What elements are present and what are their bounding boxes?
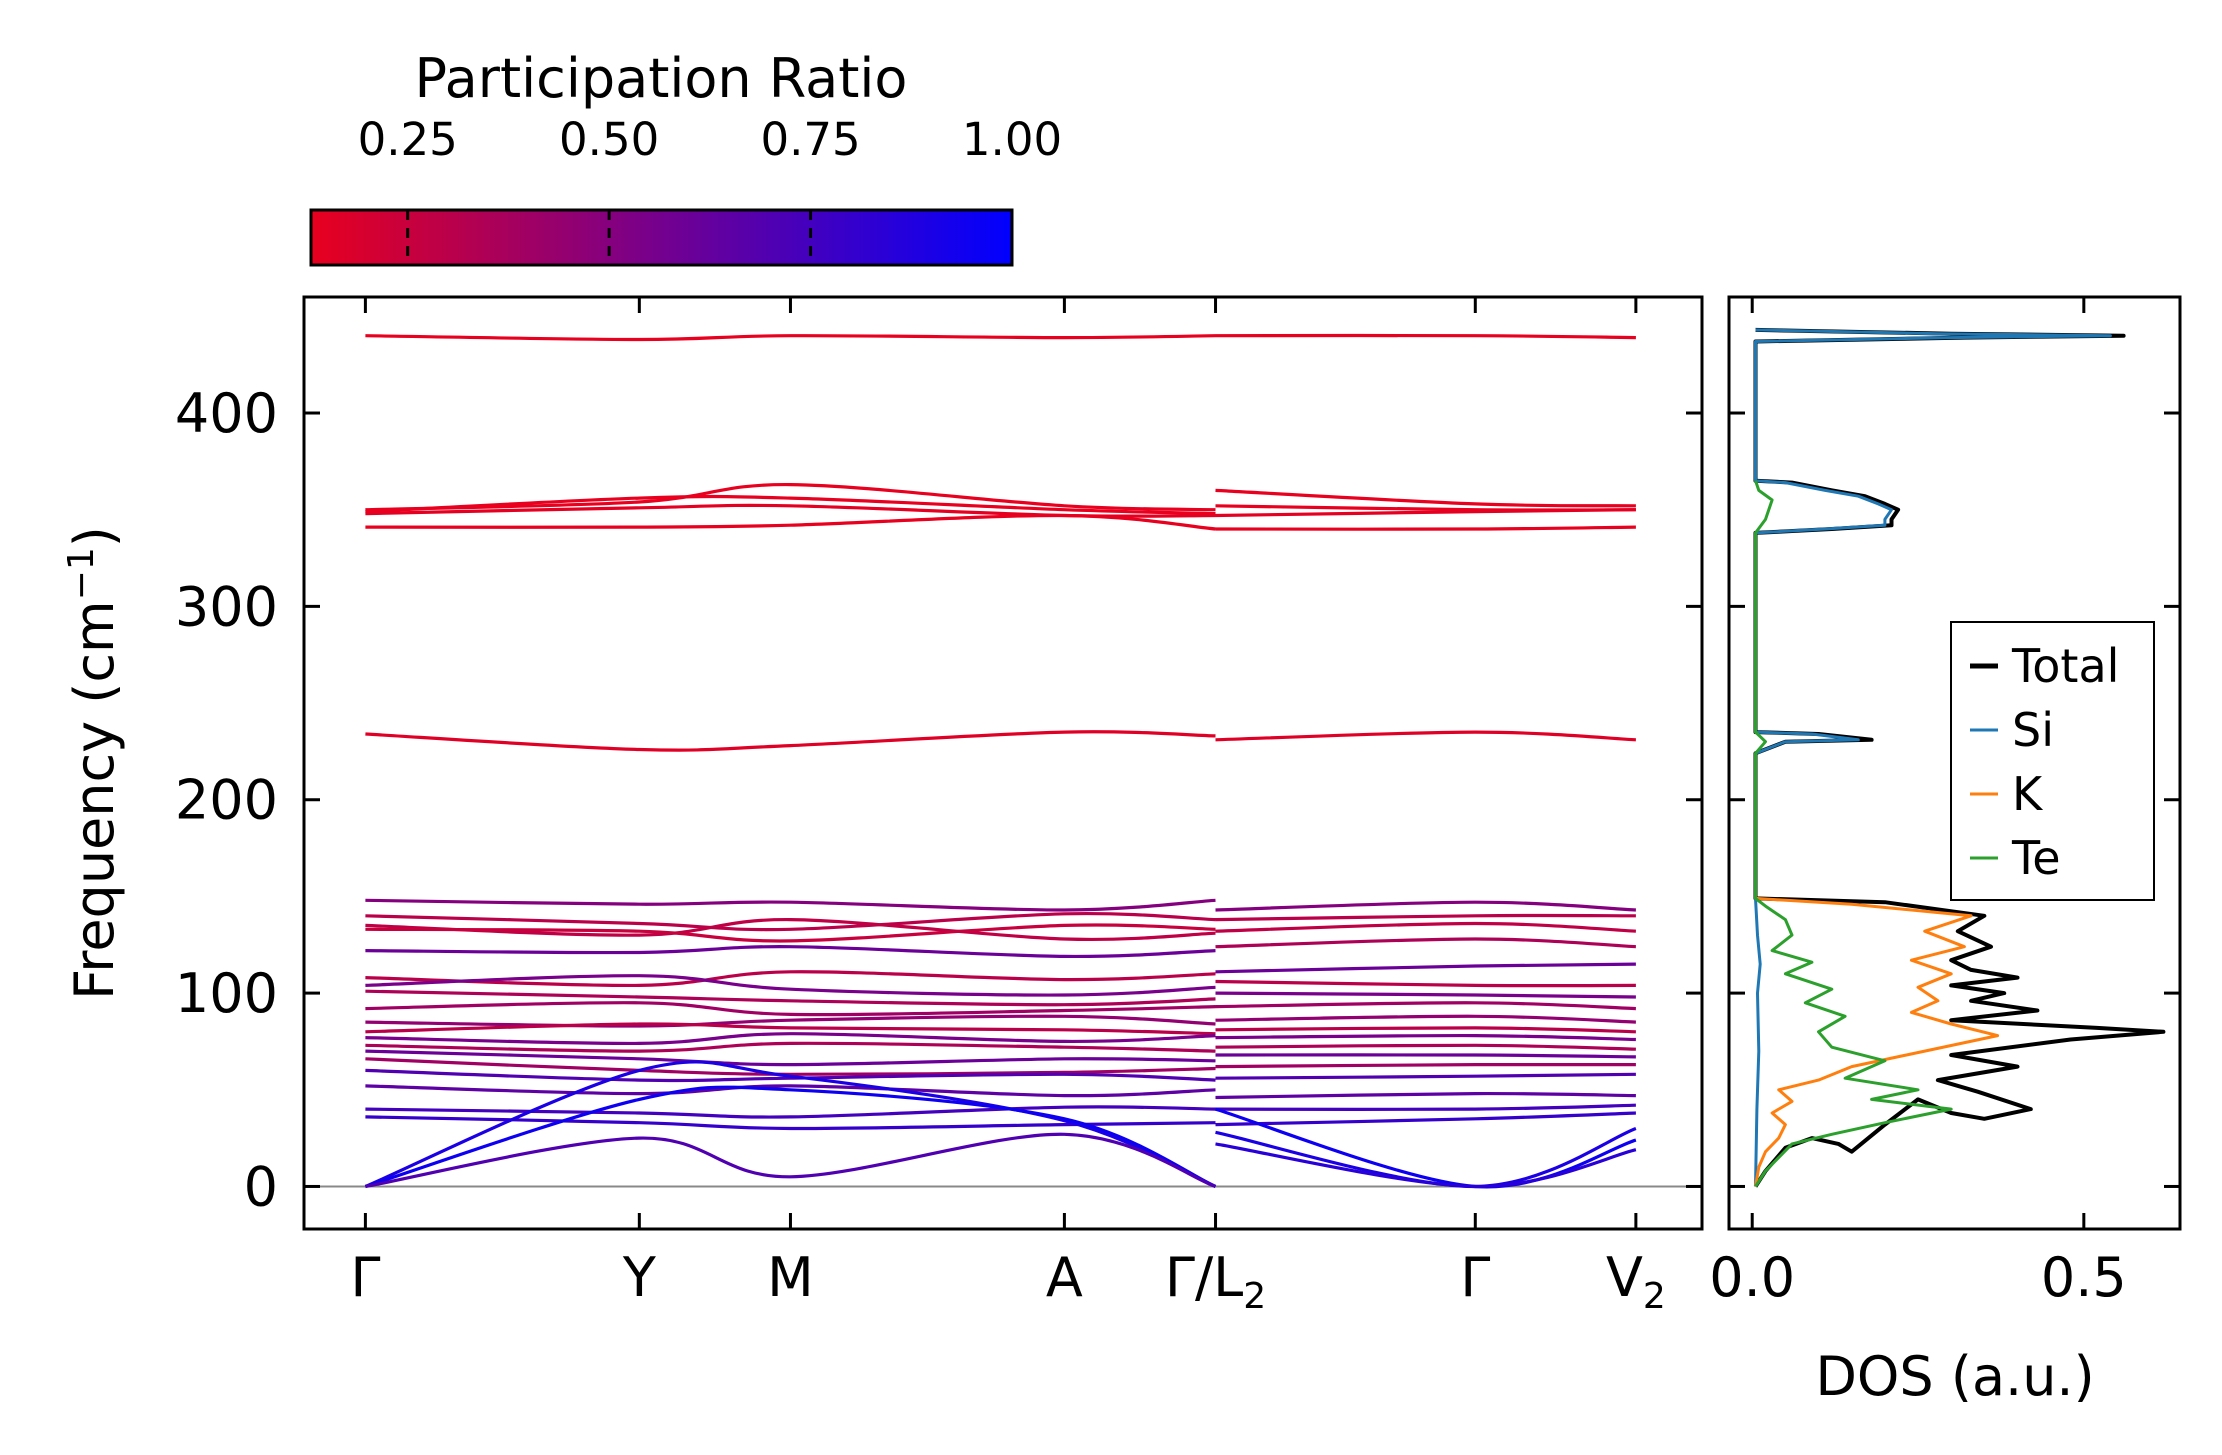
colorbar-tick-label: 0.75 xyxy=(760,113,860,166)
phonon-band-seg1-4 xyxy=(1215,525,1636,531)
dos-y-ticks xyxy=(1729,411,2180,1188)
phonon-band-seg0-13 xyxy=(365,989,1216,1007)
phonon-band-seg0-16 xyxy=(365,1022,1216,1036)
colorbar-tick-label: 0.50 xyxy=(559,113,659,166)
dos-axes-frame xyxy=(1727,295,2182,1231)
band-y-tick-label: 100 xyxy=(175,962,278,1025)
band-structure-panel: 0 100 200 300 400 Γ Y M A Γ/L2 Γ V2 Frequency (cm−… xyxy=(61,295,1704,1317)
phonon-band-seg0-18 xyxy=(365,1041,1216,1053)
phonon-band-seg1-13 xyxy=(1215,1001,1636,1011)
phonon-band-seg0-9 xyxy=(365,923,1216,943)
colorbar-frame xyxy=(309,208,1014,267)
phonon-band-seg1-8 xyxy=(1215,921,1636,933)
dos-curves xyxy=(1753,327,2166,1188)
phonon-band-seg0-22 xyxy=(365,1084,1216,1098)
phonon-band-seg1-12 xyxy=(1215,991,1636,999)
high-symmetry-label: V2 xyxy=(1606,1246,1666,1317)
dos-series-k xyxy=(1754,896,2000,1187)
phonon-band-seg1-9 xyxy=(1215,937,1636,949)
phonon-band-seg1-10 xyxy=(1215,962,1636,974)
phonon-band-seg0-5 xyxy=(365,730,1216,752)
legend-label-k: K xyxy=(2012,767,2044,821)
phonon-band-seg1-11 xyxy=(1215,979,1636,988)
phonon-band-seg0-8 xyxy=(365,917,1216,942)
phonon-band-seg0-17 xyxy=(365,1032,1216,1046)
legend-label-te: Te xyxy=(2011,831,2061,885)
phonon-bands xyxy=(364,333,1637,1189)
dos-series-te xyxy=(1754,480,1953,1188)
high-symmetry-label: A xyxy=(1046,1246,1083,1309)
colorbar-gradient xyxy=(311,210,1012,265)
phonon-band-seg0-7 xyxy=(365,911,1216,932)
phonon-band-seg0-2 xyxy=(365,494,1216,516)
high-symmetry-label: Γ/L2 xyxy=(1165,1246,1266,1317)
phonon-band-seg0-0 xyxy=(365,334,1216,342)
phonon-band-seg1-17 xyxy=(1215,1043,1636,1051)
phonon-band-seg1-15 xyxy=(1215,1026,1636,1034)
dos-panel: 0.0 0.5 DOS (a.u.) Total Si K Te xyxy=(1709,295,2182,1408)
band-x-ticks: Γ Y M A Γ/L2 Γ V2 xyxy=(350,297,1666,1317)
phonon-band-seg0-24 xyxy=(365,1115,1216,1131)
phonon-band-seg1-22 xyxy=(1215,1103,1636,1112)
dos-x-tick-label: 0.0 xyxy=(1709,1246,1795,1309)
phonon-band-seg0-1 xyxy=(365,482,1216,512)
x-axis-label-dos: DOS (a.u.) xyxy=(1815,1345,2094,1408)
phonon-band-seg0-19 xyxy=(365,1049,1216,1067)
colorbar: Participation Ratio 0.25 0.50 0.75 1.00 xyxy=(309,47,1062,267)
high-symmetry-label: Γ xyxy=(350,1246,380,1309)
phonon-band-seg0-10 xyxy=(365,945,1216,959)
phonon-band-seg0-21 xyxy=(365,1068,1216,1083)
dos-series-total xyxy=(1753,327,2166,1188)
phonon-band-seg0-23 xyxy=(365,1105,1216,1119)
phonon-band-seg1-5 xyxy=(1215,730,1636,742)
phonon-band-seg1-26 xyxy=(1215,1142,1637,1189)
phonon-band-seg0-12 xyxy=(365,974,1216,997)
legend-label-total: Total xyxy=(2011,639,2119,693)
phonon-band-seg1-0 xyxy=(1215,333,1636,340)
phonon-band-seg1-3 xyxy=(1215,508,1636,518)
phonon-band-seg1-16 xyxy=(1215,1033,1636,1042)
phonon-band-seg0-11 xyxy=(365,970,1216,988)
y-axis-label: Frequency (cm−1) xyxy=(61,526,126,1000)
phonon-band-seg0-25 xyxy=(364,1060,1217,1188)
phonon-band-seg0-14 xyxy=(365,1001,1216,1017)
phonon-band-seg1-20 xyxy=(1215,1072,1636,1080)
phonon-band-seg1-7 xyxy=(1215,913,1636,922)
phonon-band-seg0-15 xyxy=(365,1014,1216,1028)
high-symmetry-label: Y xyxy=(622,1246,657,1309)
colorbar-title: Participation Ratio xyxy=(415,47,908,110)
high-symmetry-label: Γ xyxy=(1460,1246,1490,1309)
phonon-band-seg1-23 xyxy=(1215,1111,1636,1127)
colorbar-ticks: 0.25 0.50 0.75 1.00 xyxy=(358,113,1062,265)
phonon-band-seg0-6 xyxy=(365,898,1216,912)
colorbar-tick-label: 0.25 xyxy=(358,113,458,166)
phonon-band-seg0-27 xyxy=(365,1132,1217,1189)
band-y-tick-label: 400 xyxy=(175,382,278,445)
phonon-band-seg1-6 xyxy=(1215,900,1636,912)
band-y-tick-label: 0 xyxy=(244,1155,278,1218)
dos-series-si xyxy=(1754,328,2112,1187)
phonon-band-seg1-21 xyxy=(1215,1091,1636,1100)
dos-x-tick-label: 0.5 xyxy=(2041,1246,2127,1309)
phonon-band-seg0-20 xyxy=(365,1057,1216,1076)
phonon-band-seg0-4 xyxy=(365,513,1216,531)
phonon-band-seg1-14 xyxy=(1215,1014,1636,1024)
phonon-band-seg1-18 xyxy=(1215,1053,1636,1059)
high-symmetry-label: M xyxy=(767,1246,814,1309)
legend-items: Total Si K Te xyxy=(1970,639,2119,885)
band-y-tick-label: 200 xyxy=(175,769,278,832)
band-axes-frame xyxy=(302,295,1704,1231)
phonon-band-seg1-19 xyxy=(1215,1062,1636,1069)
band-y-tick-label: 300 xyxy=(175,575,278,638)
legend-label-si: Si xyxy=(2012,703,2054,757)
dos-x-ticks: 0.0 0.5 xyxy=(1709,297,2127,1309)
colorbar-tick-label: 1.00 xyxy=(962,113,1062,166)
phonon-band-seg1-1 xyxy=(1215,488,1636,508)
legend: Total Si K Te xyxy=(1950,621,2155,901)
band-y-ticks: 0 100 200 300 400 xyxy=(175,382,1702,1218)
phonon-band-seg0-26 xyxy=(364,1085,1217,1189)
